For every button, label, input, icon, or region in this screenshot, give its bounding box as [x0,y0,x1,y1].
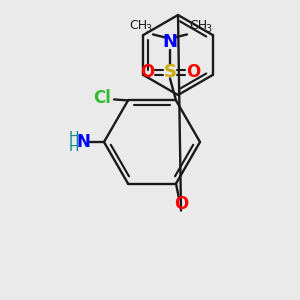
Text: CH: CH [189,19,207,32]
Text: Cl: Cl [93,89,111,107]
Text: O: O [186,63,200,81]
Text: N: N [76,133,90,151]
Text: H: H [69,130,79,144]
Text: O: O [174,195,188,213]
Text: H: H [69,140,79,154]
Text: S: S [164,63,176,81]
Text: 3: 3 [145,24,151,34]
Text: CH: CH [129,19,147,32]
Text: 3: 3 [205,24,211,34]
Text: N: N [163,33,178,51]
Text: O: O [140,63,154,81]
